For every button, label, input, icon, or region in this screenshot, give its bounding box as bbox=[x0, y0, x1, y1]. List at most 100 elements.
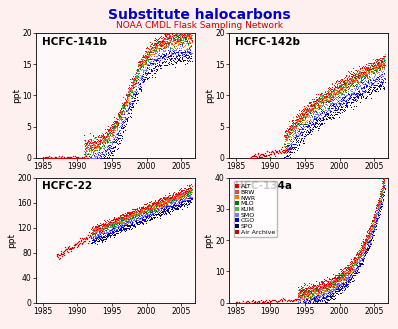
Point bbox=[350, 65, 357, 71]
Point bbox=[147, 205, 154, 210]
Point bbox=[369, 65, 375, 70]
Point bbox=[367, 67, 373, 72]
Point bbox=[175, 192, 181, 197]
Point bbox=[315, 291, 322, 296]
Point bbox=[322, 295, 329, 300]
Point bbox=[323, 293, 329, 298]
Point bbox=[82, 142, 89, 148]
Point bbox=[314, 106, 320, 111]
Point bbox=[306, 103, 313, 108]
Point bbox=[125, 115, 131, 120]
Point bbox=[303, 300, 309, 305]
Point bbox=[115, 111, 121, 116]
Point bbox=[308, 108, 314, 113]
Point bbox=[292, 134, 298, 139]
Point bbox=[295, 120, 302, 125]
Point bbox=[124, 117, 130, 122]
Point bbox=[97, 228, 103, 233]
Point bbox=[95, 134, 101, 139]
Point bbox=[340, 82, 347, 87]
Point bbox=[58, 155, 64, 160]
Point bbox=[296, 118, 302, 124]
Point bbox=[336, 271, 343, 276]
Point bbox=[339, 78, 346, 84]
Point bbox=[343, 102, 349, 107]
Point bbox=[141, 78, 147, 83]
Point bbox=[122, 213, 129, 218]
Point bbox=[374, 71, 380, 76]
Point bbox=[345, 263, 351, 268]
Point bbox=[252, 298, 259, 304]
Point bbox=[143, 204, 149, 210]
Point bbox=[99, 155, 105, 161]
Point bbox=[290, 122, 296, 127]
Point bbox=[105, 228, 112, 233]
Point bbox=[89, 230, 95, 235]
Point bbox=[358, 66, 364, 71]
Point bbox=[137, 214, 144, 219]
Point bbox=[147, 56, 153, 61]
Point bbox=[293, 133, 300, 138]
Point bbox=[336, 114, 342, 119]
Point bbox=[251, 153, 258, 159]
Point bbox=[142, 204, 148, 210]
Point bbox=[377, 68, 384, 74]
Point bbox=[348, 271, 354, 277]
Point bbox=[291, 119, 298, 125]
Point bbox=[99, 224, 105, 229]
Point bbox=[186, 189, 192, 194]
Point bbox=[133, 208, 139, 214]
Point bbox=[41, 155, 48, 161]
Point bbox=[49, 155, 55, 161]
Point bbox=[366, 230, 373, 235]
Point bbox=[346, 266, 352, 271]
Point bbox=[323, 287, 329, 292]
Point bbox=[317, 288, 323, 293]
Point bbox=[315, 125, 321, 130]
Point bbox=[310, 284, 316, 289]
Point bbox=[165, 48, 172, 53]
Point bbox=[166, 38, 173, 43]
Point bbox=[286, 147, 292, 153]
Point bbox=[169, 32, 175, 37]
Point bbox=[359, 250, 366, 255]
Point bbox=[343, 87, 349, 92]
Point bbox=[181, 32, 188, 37]
Point bbox=[102, 236, 109, 241]
Point bbox=[300, 107, 307, 112]
Point bbox=[104, 132, 111, 137]
Point bbox=[379, 58, 385, 63]
Point bbox=[352, 67, 359, 72]
Point bbox=[149, 202, 155, 208]
Point bbox=[119, 104, 125, 109]
Point bbox=[116, 112, 123, 117]
Point bbox=[162, 38, 168, 44]
Point bbox=[358, 251, 365, 256]
Point bbox=[178, 41, 184, 47]
Point bbox=[131, 73, 138, 78]
Point bbox=[377, 192, 383, 197]
Point bbox=[127, 89, 134, 94]
Point bbox=[145, 212, 152, 217]
Point bbox=[182, 190, 188, 195]
Point bbox=[326, 104, 332, 109]
Point bbox=[170, 202, 177, 207]
Point bbox=[300, 290, 307, 295]
Point bbox=[183, 52, 190, 57]
Point bbox=[324, 282, 330, 287]
Point bbox=[145, 202, 152, 207]
Point bbox=[283, 155, 289, 161]
Point bbox=[147, 204, 153, 210]
Point bbox=[345, 79, 352, 84]
Point bbox=[178, 203, 184, 208]
Point bbox=[308, 104, 315, 109]
Point bbox=[146, 213, 153, 218]
Point bbox=[349, 99, 355, 104]
Point bbox=[88, 236, 94, 241]
Point bbox=[123, 212, 129, 217]
Point bbox=[143, 215, 149, 220]
Point bbox=[296, 293, 302, 298]
Point bbox=[296, 121, 302, 126]
Point bbox=[324, 290, 330, 295]
Point bbox=[164, 208, 170, 213]
